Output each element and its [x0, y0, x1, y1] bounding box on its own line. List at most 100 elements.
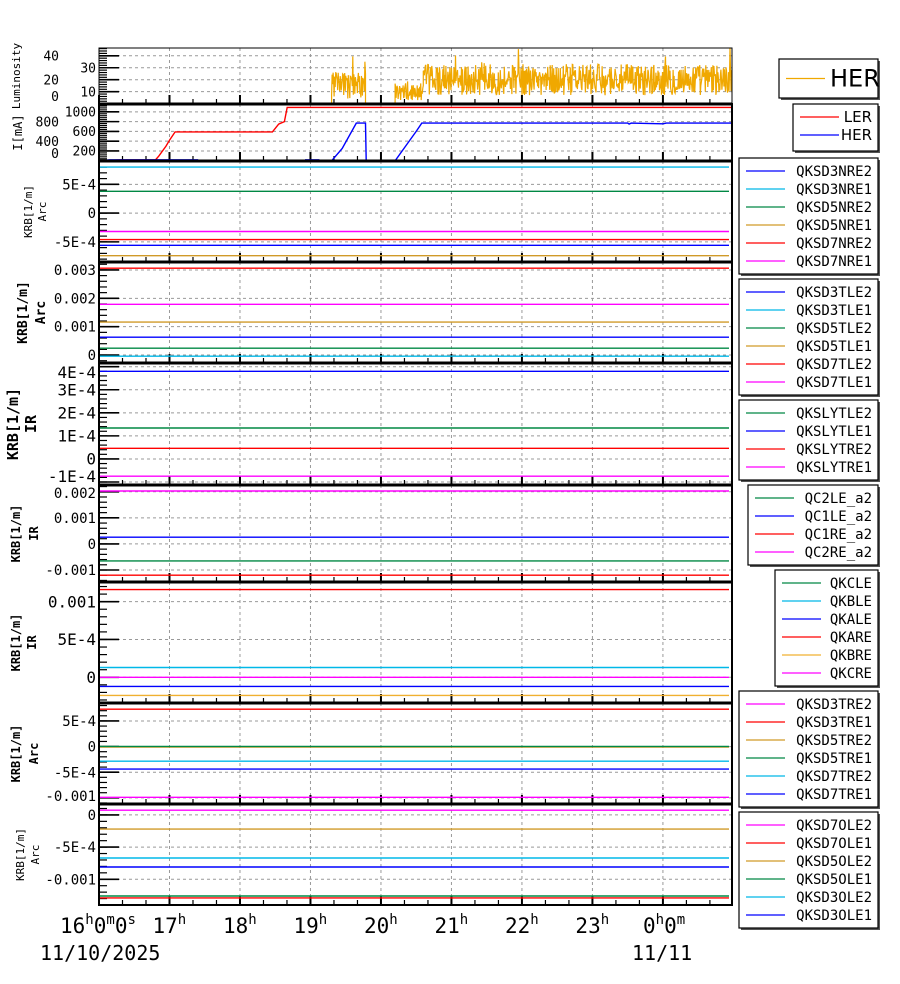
series-group	[99, 267, 729, 357]
x-axis-labels: 16h0m0s 17h 18h 19h 20h 21h 22h 23h 0h0m 11/10/20…	[40, 912, 692, 965]
legend-label: QKCRE	[830, 666, 872, 682]
panel-current: 0 200 400 600 800 1000 I[mA]	[11, 102, 733, 162]
panel-krb-arc-ole: -0.001 -5E-4 0 KRB[1/m] Arc	[14, 802, 733, 906]
legend-item[interactable]: QKSD7NRE2	[746, 236, 872, 252]
x-date-label: 11/11	[632, 941, 692, 965]
y-tick-label: 0	[51, 90, 59, 105]
legend-label: QKSD3TLE2	[796, 285, 872, 301]
legend-item[interactable]: QKSD3NRE2	[746, 164, 872, 180]
legend-item[interactable]: LER	[800, 108, 872, 126]
y-tick-label: 0	[88, 206, 96, 222]
legend-label: QKSD3TRE2	[796, 697, 872, 713]
legend-label: QKSD5NRE2	[796, 200, 872, 216]
y-tick-label: 4E-4	[57, 363, 96, 382]
series-group	[99, 490, 729, 576]
legend-item[interactable]: QKSD3TRE1	[746, 715, 872, 731]
legend-item[interactable]: QKSLYTRE2	[746, 442, 872, 458]
y-tick-label: 600	[73, 125, 96, 140]
legend-item[interactable]: QKARE	[782, 630, 872, 646]
legend-label: QKSD7TRE1	[796, 787, 872, 803]
y-tick-label: 10	[80, 85, 96, 100]
panel-frame	[98, 581, 733, 704]
legend-item[interactable]: QKSD7TLE1	[746, 375, 872, 391]
x-date-label: 11/10/2025	[40, 941, 160, 965]
legend-item[interactable]: QKSD7NRE1	[746, 254, 872, 270]
y-tick-label: 3E-4	[57, 381, 96, 400]
legend-item[interactable]: QKSD5OLE1	[746, 872, 872, 888]
legend-item[interactable]: QKSD5OLE2	[746, 854, 872, 870]
legend-label: QC2RE_a2	[805, 545, 872, 561]
y-tick-label: 0	[88, 740, 96, 756]
legend-item[interactable]: HER	[800, 126, 872, 144]
y-tick-label: 0	[86, 450, 96, 469]
legend-krb-ir-sly: QKSLYTLE2 QKSLYTLE1 QKSLYTRE2 QKSLYTRE1	[738, 399, 880, 482]
legend-item[interactable]: QKSD5NRE1	[746, 218, 872, 234]
series-group	[99, 708, 729, 798]
legend-item[interactable]: QC2LE_a2	[755, 491, 872, 507]
legend-item[interactable]: HER	[786, 65, 880, 93]
y-axis-label: Arc	[27, 743, 41, 765]
legend-label: HER	[830, 65, 880, 93]
panel-krb-arc-tle: 0 0.001 0.002 0.003 KRB[1/m] Arc	[16, 260, 733, 364]
legend-item[interactable]: QKSD3TLE2	[746, 285, 872, 301]
legend-item[interactable]: QKBLE	[782, 594, 872, 610]
legend-item[interactable]: QKSD5NRE2	[746, 200, 872, 216]
legend-item[interactable]: QKSD7OLE2	[746, 818, 872, 834]
legend-label: QKBLE	[830, 594, 872, 610]
legend-label: QKBRE	[830, 648, 872, 664]
legend-item[interactable]: QKSD5TRE2	[746, 733, 872, 749]
x-tick-label: 17h	[152, 912, 186, 938]
legend-item[interactable]: QKSD3OLE2	[746, 890, 872, 906]
legend-item[interactable]: QKCRE	[782, 666, 872, 682]
legend-item[interactable]: QKSD3TLE1	[746, 303, 872, 319]
legend-label: QKSD3OLE1	[796, 908, 872, 924]
y-tick-label: -0.001	[45, 789, 96, 805]
y-tick-label: -0.001	[45, 872, 96, 888]
legend-box	[738, 811, 879, 929]
y-axis-label: IR	[22, 414, 40, 433]
legend-item[interactable]: QKSD7TRE1	[746, 787, 872, 803]
legend-item[interactable]: QC2RE_a2	[755, 545, 872, 561]
legend-label: QC2LE_a2	[805, 491, 872, 507]
legend-item[interactable]: QKSD3NRE1	[746, 182, 872, 198]
legend-item[interactable]: QC1LE_a2	[755, 509, 872, 525]
legend-item[interactable]: QKSD3OLE1	[746, 908, 872, 924]
legend-krb-ir-qc: QC2LE_a2 QC1LE_a2 QC1RE_a2 QC2RE_a2	[747, 484, 880, 567]
panel-frame	[98, 484, 733, 583]
x-tick-label: 23h	[575, 912, 609, 938]
legend-item[interactable]: QKSD3TRE2	[746, 697, 872, 713]
legend-label: QKSLYTLE1	[796, 424, 872, 440]
x-tick-label: 22h	[505, 912, 539, 938]
y-tick-label: 800	[36, 115, 59, 130]
legend-item[interactable]: QKSD7OLE1	[746, 836, 872, 852]
legend-item[interactable]: QKALE	[782, 612, 872, 628]
panel-frame	[98, 702, 733, 805]
legend-item[interactable]: QKSD5TLE1	[746, 339, 872, 355]
legend-item[interactable]: QKBRE	[782, 648, 872, 664]
legend-item[interactable]: QKSLYTRE1	[746, 460, 872, 476]
legend-item[interactable]: QKSLYTLE2	[746, 406, 872, 422]
legend-item[interactable]: QKSD7TLE2	[746, 357, 872, 373]
legend-item[interactable]: QKSD7TRE2	[746, 769, 872, 785]
legend-item[interactable]: QKCLE	[782, 576, 872, 592]
legend-label: QKSD7TLE1	[796, 375, 872, 391]
series-group	[99, 48, 732, 104]
legend-label: QKSD7OLE2	[796, 818, 872, 834]
legend-label: QKSD7NRE1	[796, 254, 872, 270]
panel-krb-arc-nre: -5E-4 0 5E-4 KRB[1/m] Arc	[22, 159, 733, 263]
y-tick-label: 1000	[65, 106, 96, 121]
legend-item[interactable]: QKSD5TLE2	[746, 321, 872, 337]
y-tick-label: 2E-4	[57, 404, 96, 423]
legend-item[interactable]: QKSLYTLE1	[746, 424, 872, 440]
legend-item[interactable]: QKSD5TRE1	[746, 751, 872, 767]
y-axis-label: KRB[1/m]	[9, 505, 23, 563]
y-tick-label: 0.001	[54, 511, 96, 527]
x-tick-label: 16h0m0s	[60, 912, 136, 938]
legend-item[interactable]: QC1RE_a2	[755, 527, 872, 543]
y-axis-label: KRB[1/m]	[9, 725, 23, 783]
y-tick-label: 0	[86, 668, 96, 687]
y-tick-label: -0.001	[45, 563, 96, 579]
legend-label: QC1RE_a2	[805, 527, 872, 543]
y-tick-label: 0.003	[54, 263, 96, 279]
legend-label: QKSD3TRE1	[796, 715, 872, 731]
